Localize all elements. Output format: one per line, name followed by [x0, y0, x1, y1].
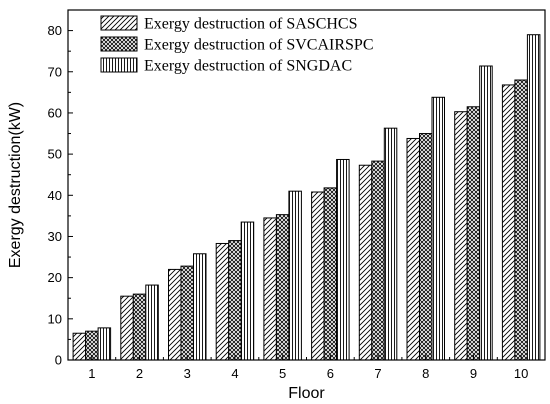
x-tick-label: 7 — [374, 366, 381, 381]
x-tick-label: 9 — [470, 366, 477, 381]
bar-svcairspc-floor-7 — [371, 160, 385, 361]
bar-saschcs-floor-2 — [120, 295, 134, 361]
bar-svcairspc-floor-9 — [466, 106, 481, 361]
y-axis-title: Exergy destruction(kW) — [7, 102, 24, 268]
bar-saschcs-floor-7 — [358, 164, 373, 361]
bar-svcairspc-floor-6 — [323, 187, 338, 361]
x-tick-label: 5 — [279, 366, 286, 381]
x-tick-label: 6 — [327, 366, 334, 381]
bar-sngdac-floor-2 — [145, 284, 159, 361]
legend-label-saschcs: Exergy destruction of SASCHCS — [144, 16, 357, 33]
y-tick-label: 0 — [55, 353, 62, 368]
x-tick-label: 1 — [88, 366, 95, 381]
x-tick-label: 3 — [184, 366, 191, 381]
bar-saschcs-floor-6 — [311, 191, 325, 361]
bar-svcairspc-floor-4 — [228, 240, 242, 361]
bar-saschcs-floor-8 — [406, 137, 420, 361]
bars-layer — [72, 34, 541, 361]
bar-saschcs-floor-4 — [215, 242, 230, 361]
bar-saschcs-floor-10 — [501, 84, 516, 361]
bar-svcairspc-floor-2 — [132, 293, 147, 361]
y-tick-label: 30 — [48, 229, 62, 244]
legend-swatch-sngdac — [100, 57, 138, 73]
bar-svcairspc-floor-10 — [514, 79, 528, 361]
bar-sngdac-floor-4 — [240, 221, 255, 361]
bar-sngdac-floor-8 — [431, 96, 445, 361]
bar-svcairspc-floor-3 — [180, 265, 194, 361]
x-tick-label: 10 — [514, 366, 528, 381]
x-axis-title: Floor — [288, 385, 325, 402]
x-tick-label: 8 — [422, 366, 429, 381]
y-tick-label: 80 — [48, 23, 62, 38]
bar-svcairspc-floor-5 — [275, 214, 290, 361]
y-tick-label: 50 — [48, 147, 62, 162]
legend-swatch-saschcs — [100, 15, 138, 31]
legend-label-sngdac: Exergy destruction of SNGDAC — [144, 58, 352, 75]
x-tick-label: 2 — [136, 366, 143, 381]
bar-svcairspc-floor-8 — [419, 133, 433, 361]
bar-sngdac-floor-6 — [336, 158, 350, 361]
bar-sngdac-floor-7 — [383, 127, 398, 361]
legend: Exergy destruction of SASCHCS Exergy des… — [100, 15, 373, 75]
legend-label-svcairspc: Exergy destruction of SVCAIRSPC — [144, 37, 373, 54]
bar-sngdac-floor-10 — [526, 34, 541, 361]
y-tick-label: 10 — [48, 311, 62, 326]
legend-swatch-svcairspc — [100, 36, 138, 52]
ticks-layer: 0 10 20 30 40 50 60 70 80 1 2 3 4 5 6 7 8 9 10 — [48, 9, 546, 381]
y-tick-label: 40 — [48, 188, 62, 203]
y-tick-label: 60 — [48, 105, 62, 120]
bar-saschcs-floor-5 — [263, 217, 277, 361]
bar-saschcs-floor-1 — [72, 332, 87, 361]
bar-sngdac-floor-9 — [479, 65, 493, 361]
bar-sngdac-floor-1 — [97, 327, 112, 361]
y-tick-label: 20 — [48, 270, 62, 285]
bar-sngdac-floor-3 — [193, 253, 207, 361]
bar-saschcs-floor-9 — [454, 111, 468, 361]
bar-saschcs-floor-3 — [168, 268, 182, 361]
bar-sngdac-floor-5 — [288, 190, 302, 361]
x-tick-label: 4 — [231, 366, 238, 381]
y-tick-label: 70 — [48, 64, 62, 79]
